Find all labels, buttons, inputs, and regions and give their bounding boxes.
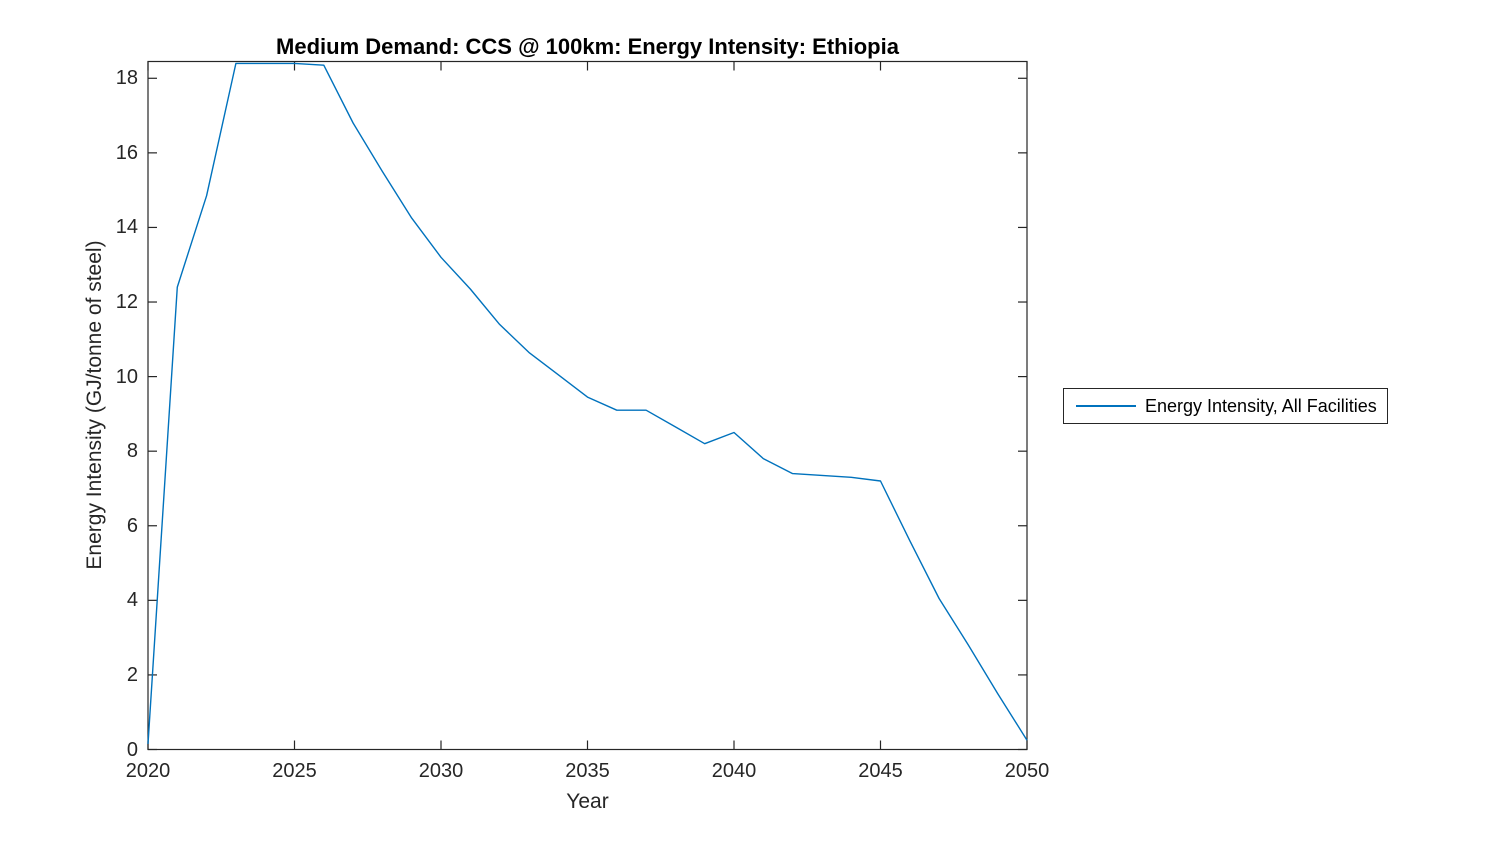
legend-line-sample-icon	[1076, 405, 1136, 407]
legend-entry-label: Energy Intensity, All Facilities	[1145, 395, 1377, 416]
y-tick-label: 6	[126, 514, 138, 537]
x-tick-label: 2020	[125, 760, 171, 782]
energy-intensity-line	[147, 62, 1028, 744]
y-tick-label: 4	[126, 589, 138, 612]
x-tick-label: 2045	[858, 760, 903, 782]
x-tick-label: 2040	[711, 760, 757, 782]
x-tick-label: 2035	[565, 760, 610, 782]
x-tick-label: 2025	[272, 760, 317, 782]
x-axis-label: Year	[566, 790, 609, 813]
y-tick-label: 14	[115, 216, 138, 239]
chart-title: Medium Demand: CCS @ 100km: Energy Inten…	[276, 34, 899, 59]
y-tick-label: 18	[115, 67, 138, 90]
y-tick-label: 12	[115, 291, 138, 314]
x-tick-label: 2030	[418, 760, 464, 782]
y-tick-label: 2	[126, 663, 138, 686]
y-tick-label: 16	[115, 141, 138, 164]
plot-area	[147, 60, 1028, 751]
legend: Energy Intensity, All Facilities	[1063, 388, 1388, 424]
y-tick-label: 8	[126, 440, 138, 463]
y-tick-label: 0	[126, 738, 138, 761]
y-tick-label: 10	[115, 365, 138, 388]
x-tick-label: 2050	[1004, 760, 1050, 782]
